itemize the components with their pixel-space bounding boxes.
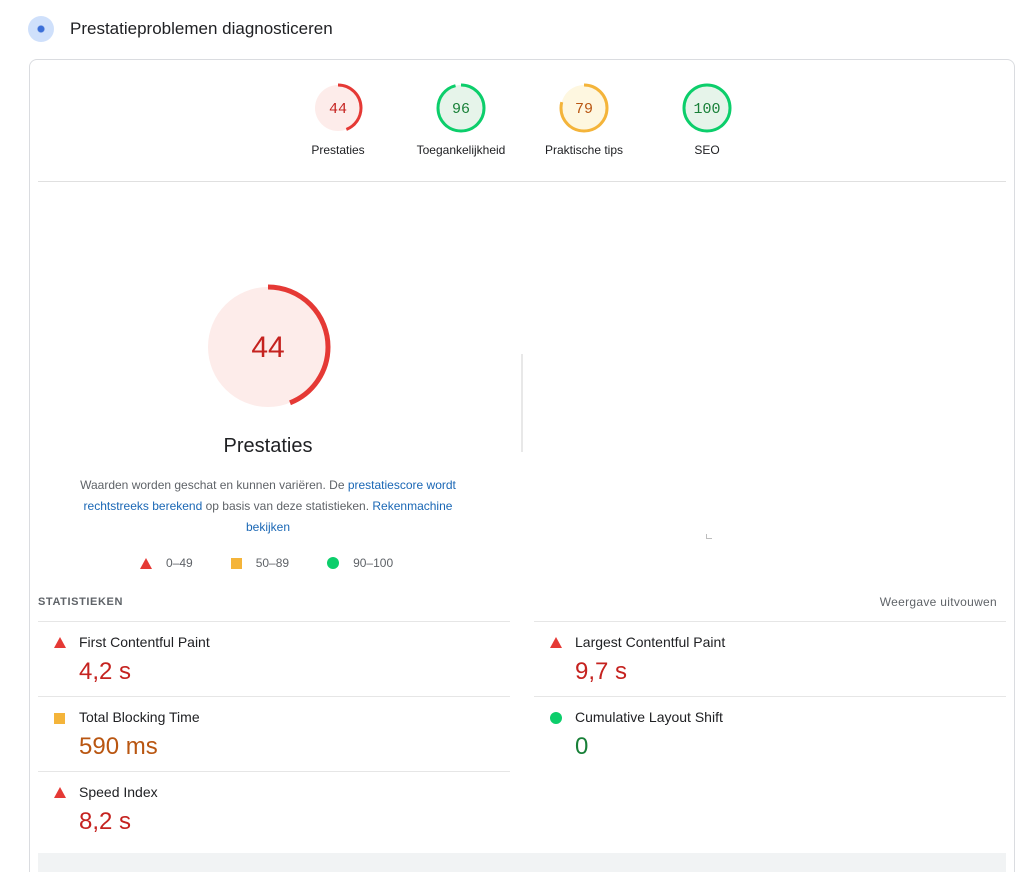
- metric-value: 9,7 s: [575, 658, 628, 685]
- metric-speed-index: Speed Index 8,2 s: [38, 757, 510, 835]
- score-legend: 0–49 50–89 90–100: [140, 556, 431, 570]
- category-gauges: 44 Prestaties 96 Toegankelijkheid 79 Pra…: [30, 60, 1014, 182]
- legend-item: 0–49: [140, 556, 193, 570]
- lighthouse-icon: [28, 16, 54, 42]
- circle-icon: [550, 712, 562, 724]
- desc-text: op basis van deze statistieken.: [202, 499, 373, 513]
- triangle-icon: [54, 637, 66, 648]
- calculator-link[interactable]: Rekenmachine bekijken: [245, 499, 453, 534]
- score-description: Waarden worden geschat en kunnen variëre…: [68, 475, 468, 538]
- metric-cls: Cumulative Layout Shift 0: [534, 682, 1006, 760]
- stats-heading: STATISTIEKEN: [38, 596, 124, 608]
- metric-name: Cumulative Layout Shift: [575, 709, 723, 725]
- gauge-score: 44: [329, 101, 347, 118]
- performance-title: Prestaties: [223, 435, 313, 457]
- square-icon: [54, 713, 65, 724]
- metric-value: 8,2 s: [79, 808, 132, 835]
- metric-name: Total Blocking Time: [79, 709, 200, 725]
- gauge-score: 79: [575, 101, 593, 118]
- gauge-score: 100: [693, 101, 720, 118]
- gauge-seo[interactable]: 100 SEO: [652, 82, 762, 157]
- gauge-label: Praktische tips: [544, 143, 624, 157]
- legend-item: 50–89: [230, 556, 290, 570]
- footer-bar: [38, 853, 1006, 872]
- gauge-label: SEO: [694, 143, 720, 157]
- divider-vertical: [521, 354, 523, 452]
- triangle-icon: [54, 787, 66, 798]
- gauge-prestaties[interactable]: 44 Prestaties: [283, 82, 393, 157]
- metric-name: Speed Index: [79, 784, 158, 800]
- gauge-ring: 96: [436, 83, 486, 133]
- triangle-icon: [140, 557, 152, 569]
- gauge-ring: 79: [559, 83, 609, 133]
- legend-range: 0–49: [166, 556, 193, 570]
- triangle-icon: [550, 637, 562, 648]
- metric-value: 4,2 s: [79, 658, 132, 685]
- gauge-praktische-tips[interactable]: 79 Praktische tips: [529, 82, 639, 157]
- gauge-score: 96: [452, 101, 470, 118]
- gauge-label: Prestaties: [311, 143, 365, 157]
- metric-name: First Contentful Paint: [79, 634, 210, 650]
- page-header: Prestatieproblemen diagnosticeren: [28, 14, 333, 44]
- page-title: Prestatieproblemen diagnosticeren: [70, 19, 333, 38]
- report-card: 44 Prestaties 96 Toegankelijkheid 79 Pra…: [29, 59, 1015, 872]
- gauge-ring: 100: [682, 83, 732, 133]
- gauge-toegankelijkheid[interactable]: 96 Toegankelijkheid: [406, 82, 516, 157]
- performance-gauge: 44: [205, 284, 331, 410]
- legend-range: 50–89: [255, 556, 290, 570]
- metric-value: 590 ms: [79, 733, 158, 760]
- screenshot-placeholder: [706, 534, 712, 539]
- circle-icon: [327, 557, 340, 569]
- square-icon: [230, 557, 242, 569]
- metric-name: Largest Contentful Paint: [575, 634, 726, 650]
- metric-lcp: Largest Contentful Paint 9,7 s: [534, 607, 1006, 685]
- gauge-ring: 44: [313, 83, 363, 133]
- legend-item: 90–100: [327, 556, 393, 570]
- legend-range: 90–100: [353, 556, 394, 570]
- expand-view-button[interactable]: Weergave uitvouwen: [879, 595, 997, 609]
- divider: [38, 181, 1006, 182]
- metric-tbt: Total Blocking Time 590 ms: [38, 682, 510, 760]
- desc-text: Waarden worden geschat en kunnen variëre…: [80, 478, 348, 492]
- performance-score: 44: [251, 331, 284, 364]
- metric-value: 0: [575, 733, 589, 760]
- metric-fcp: First Contentful Paint 4,2 s: [38, 607, 510, 685]
- gauge-label: Toegankelijkheid: [416, 143, 506, 157]
- score-calc-link[interactable]: prestatiescore wordt rechtstreeks bereke…: [83, 478, 456, 513]
